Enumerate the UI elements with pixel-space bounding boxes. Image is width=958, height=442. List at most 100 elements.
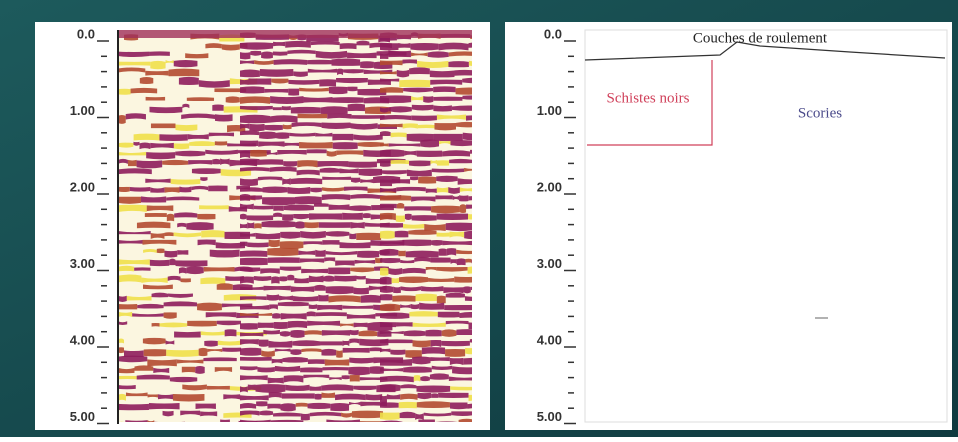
reflection <box>221 44 240 51</box>
reflection <box>254 60 274 65</box>
reflection <box>445 222 472 232</box>
reflection <box>136 160 163 169</box>
reflection <box>118 393 126 401</box>
reflection <box>380 53 389 59</box>
reflection <box>380 87 404 93</box>
reflection <box>344 186 368 191</box>
reflection <box>270 419 304 422</box>
reflection <box>239 347 262 356</box>
reflection <box>339 168 359 174</box>
reflection <box>212 104 224 111</box>
reflection <box>297 160 318 168</box>
reflection <box>390 132 407 138</box>
reflection <box>127 159 137 167</box>
reflection <box>380 71 397 75</box>
reflection <box>380 395 387 403</box>
reflection <box>380 131 391 136</box>
reflection <box>347 86 358 92</box>
depth-label: 5.00 <box>537 409 562 424</box>
reflection <box>272 51 288 56</box>
reflection <box>240 232 256 237</box>
reflection <box>125 420 148 422</box>
reflection <box>393 286 401 294</box>
reflection <box>150 187 165 193</box>
reflection <box>409 67 430 75</box>
reflection <box>391 277 400 284</box>
radargram <box>118 30 472 422</box>
reflection <box>329 377 342 381</box>
reflection <box>267 247 299 257</box>
reflection <box>240 123 250 129</box>
reflection <box>240 203 254 210</box>
reflection <box>463 357 472 365</box>
depth-label: 3.00 <box>537 256 562 271</box>
reflection <box>275 132 290 139</box>
reflection <box>411 115 437 122</box>
reflection <box>380 60 403 66</box>
schist-boundary <box>587 60 713 146</box>
reflection <box>336 77 368 84</box>
reflection <box>288 88 300 96</box>
reflection <box>224 329 237 337</box>
reflection <box>269 166 297 172</box>
reflection <box>468 42 472 48</box>
reflection <box>325 231 350 237</box>
reflection <box>283 161 298 167</box>
reflection <box>465 347 472 355</box>
reflection <box>380 285 394 293</box>
reflection <box>214 88 247 93</box>
reflection <box>353 385 377 391</box>
reflection <box>315 312 347 317</box>
reflection <box>452 195 460 201</box>
reflection <box>418 176 437 184</box>
reflection <box>240 86 265 94</box>
scories-label: Scories <box>798 105 842 121</box>
reflection <box>380 187 397 193</box>
reflection <box>404 206 432 211</box>
reflection <box>380 248 399 256</box>
reflection <box>380 257 401 264</box>
reflection <box>181 366 196 373</box>
reflection <box>328 204 350 211</box>
reflection <box>462 132 472 141</box>
reflection <box>351 115 385 119</box>
reflection <box>118 186 130 193</box>
reflection <box>249 123 265 132</box>
reflection <box>159 322 188 328</box>
reflection <box>130 87 158 94</box>
reflection <box>262 197 296 206</box>
reflection <box>223 394 241 400</box>
reflection <box>429 373 449 380</box>
reflection <box>257 176 283 181</box>
reflection <box>256 401 268 407</box>
reflection <box>318 294 329 302</box>
reflection <box>283 204 314 211</box>
reflection <box>451 105 472 111</box>
reflection <box>362 213 371 219</box>
reflection <box>240 410 260 416</box>
reflection <box>287 187 311 194</box>
reflection <box>380 143 389 147</box>
reflection <box>334 275 357 282</box>
reflection <box>143 248 157 253</box>
reflection <box>129 186 151 192</box>
reflection <box>349 205 372 212</box>
reflection <box>318 222 351 228</box>
reflection <box>380 95 412 104</box>
reflection <box>380 412 400 420</box>
reflection <box>306 149 327 154</box>
reflection <box>282 356 308 363</box>
reflection <box>182 103 190 109</box>
reflection <box>427 51 449 58</box>
reflection <box>354 259 376 264</box>
reflection <box>279 331 291 337</box>
reflection <box>273 41 286 47</box>
reflection <box>240 386 248 393</box>
reflection <box>151 322 160 327</box>
reflection <box>212 158 221 165</box>
reflection <box>319 79 337 87</box>
reflection <box>449 402 468 410</box>
reflection <box>411 215 437 221</box>
reflection <box>281 106 291 111</box>
reflection <box>431 393 439 398</box>
